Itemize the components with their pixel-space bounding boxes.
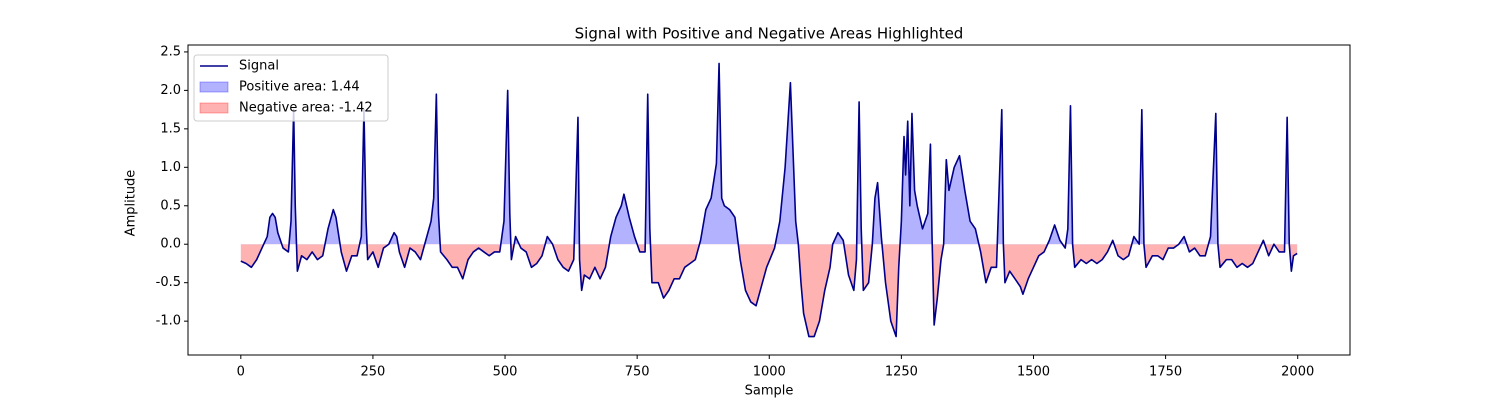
y-axis-label: Amplitude bbox=[124, 170, 139, 237]
x-tick-label: 2000 bbox=[1281, 365, 1314, 380]
x-tick-label: 250 bbox=[361, 365, 386, 380]
x-tick-label: 500 bbox=[493, 365, 518, 380]
signal-line bbox=[240, 62, 1298, 338]
y-tick-label: 1.0 bbox=[160, 160, 181, 175]
area-fill bbox=[263, 63, 1290, 245]
x-tick-label: 750 bbox=[625, 365, 650, 380]
y-tick-label: 2.0 bbox=[160, 83, 181, 98]
legend-label: Negative area: -1.42 bbox=[239, 101, 373, 116]
x-axis-label: Sample bbox=[745, 384, 794, 399]
legend-label: Positive area: 1.44 bbox=[239, 80, 360, 95]
legend-patch bbox=[199, 81, 229, 93]
x-tick-label: 1500 bbox=[1017, 365, 1050, 380]
area-fill bbox=[240, 244, 1298, 337]
x-tick-label: 0 bbox=[237, 365, 245, 380]
chart-title: Signal with Positive and Negative Areas … bbox=[575, 25, 964, 43]
y-tick-label: 0.0 bbox=[160, 237, 181, 252]
x-tick-label: 1250 bbox=[885, 365, 918, 380]
y-tick-label: -0.5 bbox=[156, 275, 181, 290]
x-tick-label: 1750 bbox=[1149, 365, 1182, 380]
x-tick-label: 1000 bbox=[753, 365, 786, 380]
y-tick-label: 1.5 bbox=[160, 121, 181, 136]
y-tick-label: 2.5 bbox=[160, 44, 181, 59]
plot-frame bbox=[187, 44, 1351, 356]
y-tick-label: 0.5 bbox=[160, 198, 181, 213]
legend-box bbox=[193, 54, 389, 122]
legend-label: Signal bbox=[239, 59, 279, 74]
legend-patch bbox=[199, 102, 229, 114]
y-tick-label: -1.0 bbox=[156, 314, 181, 329]
